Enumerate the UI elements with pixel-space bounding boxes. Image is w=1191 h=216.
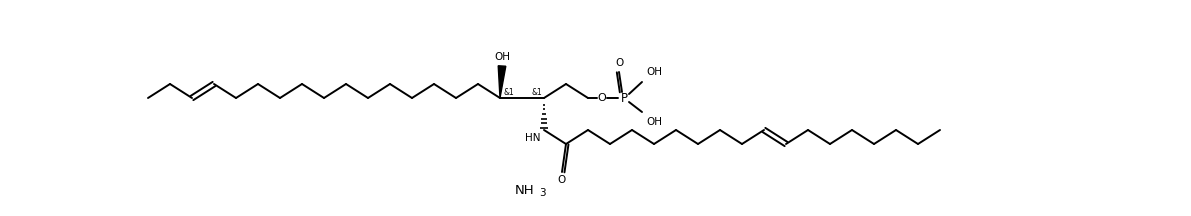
Text: &1: &1 — [532, 88, 543, 97]
Text: OH: OH — [646, 67, 662, 77]
Polygon shape — [498, 66, 506, 98]
Text: O: O — [557, 175, 566, 185]
Text: O: O — [615, 58, 623, 68]
Text: &1: &1 — [503, 88, 513, 97]
Text: OH: OH — [494, 52, 510, 62]
Text: OH: OH — [646, 117, 662, 127]
Text: HN: HN — [524, 133, 540, 143]
Text: NH: NH — [516, 184, 535, 197]
Text: O: O — [598, 93, 606, 103]
Text: 3: 3 — [540, 188, 545, 198]
Text: P: P — [621, 92, 628, 105]
